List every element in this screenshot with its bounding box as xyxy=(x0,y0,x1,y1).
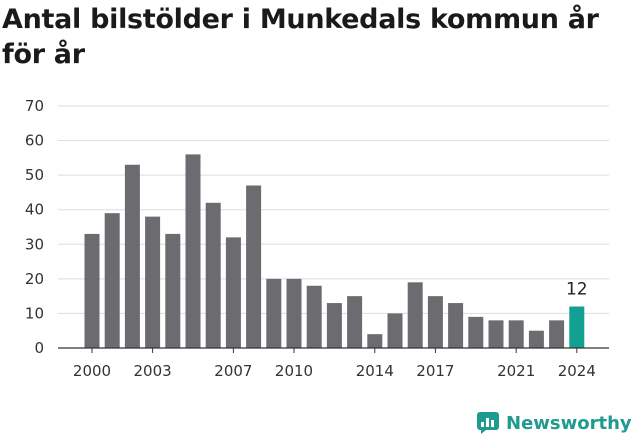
newsworthy-brand: Newsworthy xyxy=(476,408,631,438)
bar-2012 xyxy=(326,303,342,348)
bar-2021 xyxy=(508,320,524,348)
bars xyxy=(84,154,585,348)
bar-2018 xyxy=(448,303,464,348)
y-axis-ticks: 0 10 20 30 40 50 60 70 xyxy=(25,97,44,357)
bar-2020 xyxy=(488,320,504,348)
bar-2009 xyxy=(266,278,282,348)
y-tick-label: 20 xyxy=(25,270,44,288)
bar-2002 xyxy=(124,164,140,348)
bar-2016 xyxy=(407,282,423,348)
bar-2022 xyxy=(528,330,544,348)
data-labels: 12 xyxy=(566,280,588,300)
y-tick-label: 0 xyxy=(34,339,44,357)
y-tick-label: 30 xyxy=(25,235,44,253)
y-tick-label: 70 xyxy=(25,97,44,115)
x-axis: 2000 2003 2007 2010 2014 2017 2021 2024 xyxy=(58,347,609,380)
bar-2017 xyxy=(427,296,443,348)
bar-2011 xyxy=(306,285,322,348)
newsworthy-logo-icon xyxy=(477,412,499,434)
bar-2007 xyxy=(225,237,241,348)
brand-name: Newsworthy xyxy=(506,412,631,434)
data-label: 12 xyxy=(566,280,588,300)
bar-2010 xyxy=(286,278,302,348)
bar-2008 xyxy=(246,185,262,348)
bar-2015 xyxy=(387,313,403,348)
x-tick-label: 2010 xyxy=(275,362,313,380)
x-tick-label: 2014 xyxy=(356,362,394,380)
bar-2019 xyxy=(468,316,484,348)
x-tick-label: 2017 xyxy=(416,362,454,380)
bar-2006 xyxy=(205,202,221,348)
x-tick-label: 2007 xyxy=(214,362,252,380)
x-tick-label: 2024 xyxy=(558,362,596,380)
bar-2013 xyxy=(347,296,363,348)
bar-2001 xyxy=(104,213,120,348)
bar-2003 xyxy=(145,216,161,348)
bar-2014 xyxy=(367,334,383,348)
y-tick-label: 60 xyxy=(25,132,44,150)
gridlines xyxy=(58,105,609,314)
x-tick-label: 2021 xyxy=(497,362,535,380)
bar-2000 xyxy=(84,233,100,348)
bar-2004 xyxy=(165,233,181,348)
bar-2005 xyxy=(185,154,201,348)
chart-title: Antal bilstölder i Munkedals kommun år f… xyxy=(2,4,599,70)
x-tick-label: 2000 xyxy=(73,362,111,380)
bar-2024 xyxy=(569,306,585,348)
y-tick-label: 10 xyxy=(25,304,44,322)
y-tick-label: 40 xyxy=(25,201,44,219)
x-tick-label: 2003 xyxy=(134,362,172,380)
y-tick-label: 50 xyxy=(25,166,44,184)
bar-2023 xyxy=(549,320,565,348)
